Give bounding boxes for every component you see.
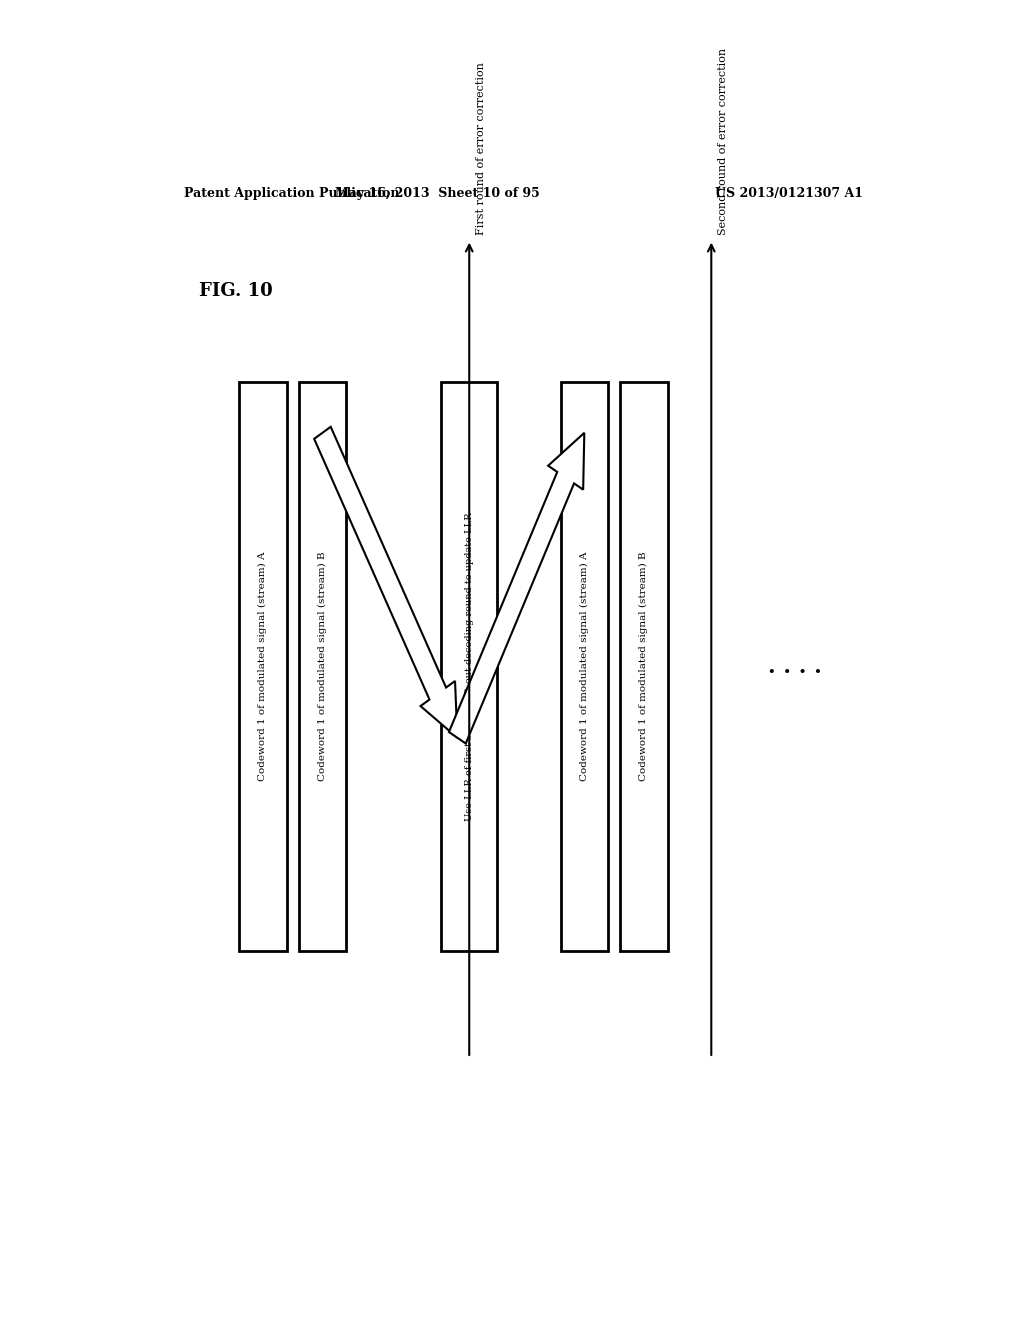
Text: US 2013/0121307 A1: US 2013/0121307 A1 xyxy=(715,187,863,201)
Polygon shape xyxy=(449,433,585,743)
Text: FIG. 10: FIG. 10 xyxy=(200,281,273,300)
Text: . . . .: . . . . xyxy=(768,656,821,677)
Text: Second round of error correction: Second round of error correction xyxy=(718,48,728,235)
Text: Codeword 1 of modulated signal (stream) A: Codeword 1 of modulated signal (stream) … xyxy=(580,552,589,781)
Text: Patent Application Publication: Patent Application Publication xyxy=(183,187,399,201)
Bar xyxy=(560,381,608,952)
Text: Codeword 1 of modulated signal (stream) A: Codeword 1 of modulated signal (stream) … xyxy=(258,552,267,781)
Text: First round of error correction: First round of error correction xyxy=(475,62,485,235)
Polygon shape xyxy=(314,426,458,738)
Text: Codeword 1 of modulated signal (stream) B: Codeword 1 of modulated signal (stream) … xyxy=(317,552,327,781)
Bar xyxy=(240,381,287,952)
Text: May 16, 2013  Sheet 10 of 95: May 16, 2013 Sheet 10 of 95 xyxy=(335,187,540,201)
Bar xyxy=(299,381,346,952)
Bar xyxy=(620,381,668,952)
Text: Codeword 1 of modulated signal (stream) B: Codeword 1 of modulated signal (stream) … xyxy=(639,552,648,781)
Text: Use LLR of first soft-in/soft-out decoding round to update LLR: Use LLR of first soft-in/soft-out decodi… xyxy=(465,512,474,821)
Bar xyxy=(441,381,497,952)
